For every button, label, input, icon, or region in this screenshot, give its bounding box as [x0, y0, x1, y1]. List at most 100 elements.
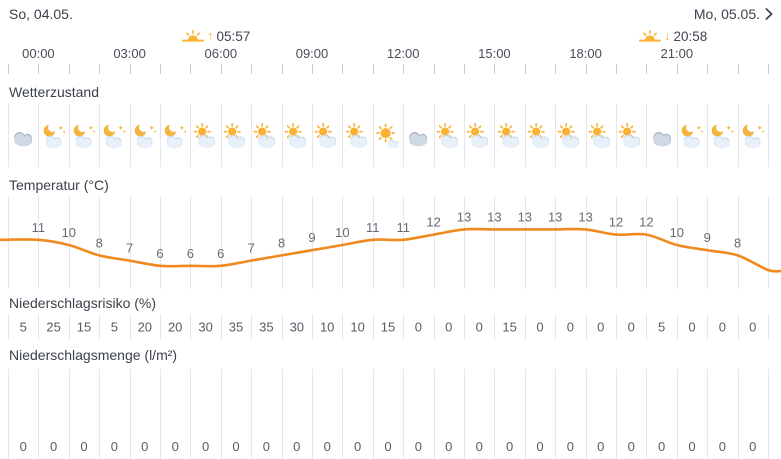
- gridline: [342, 104, 344, 167]
- gridline: [555, 314, 557, 340]
- gridline: [555, 104, 557, 167]
- gridline: [433, 369, 435, 459]
- gridline: [342, 369, 344, 459]
- temperature-chart: 11 10 8 7 6 6 6 7 8 9 10 11 11 12 13 13 13 13 13 12 12 10 9 8: [0, 196, 781, 289]
- hour-tick: [251, 64, 253, 74]
- sunrise-time-label: 05:57: [216, 28, 251, 44]
- gridline: [129, 196, 131, 289]
- gridline: [99, 196, 101, 289]
- gridline: [68, 104, 70, 167]
- gridline: [646, 196, 648, 289]
- gridline: [68, 369, 70, 459]
- temperature-value-label: 10: [670, 225, 684, 240]
- precipitation-risk-value: 0: [566, 319, 575, 335]
- gridline: [38, 314, 40, 340]
- partly-sunny-icon: [253, 122, 280, 149]
- next-day-button[interactable]: Mo, 05.05.: [694, 6, 773, 22]
- hour-tick: [555, 64, 557, 74]
- precipitation-risk-value: 0: [475, 319, 483, 335]
- precipitation-amount-value: 0: [171, 439, 179, 454]
- gridline: [737, 196, 739, 289]
- temperature-value-label: 10: [335, 225, 349, 240]
- precipitation-amount-value: 0: [353, 439, 362, 454]
- hour-tick: [768, 64, 769, 74]
- gridline: [220, 104, 222, 167]
- night-partly-cloudy-icon: [679, 122, 706, 149]
- gridline: [524, 314, 526, 340]
- gridline: [616, 314, 617, 340]
- gridline: [8, 369, 9, 459]
- gridline: [38, 369, 40, 459]
- gridline: [524, 104, 526, 167]
- night-partly-cloudy-icon: [101, 122, 128, 149]
- partly-sunny-icon: [496, 122, 523, 149]
- gridline: [616, 196, 617, 289]
- gridline: [403, 104, 405, 167]
- gridline: [676, 314, 678, 340]
- temperature-line: [0, 227, 781, 273]
- sunset-time-label: 20:58: [673, 28, 708, 44]
- precipitation-amount-value: 0: [566, 439, 575, 454]
- gridline: [676, 104, 678, 167]
- gridline: [8, 314, 9, 340]
- gridline: [403, 314, 405, 340]
- hour-tick: [585, 64, 587, 74]
- sunset-icon: [639, 29, 661, 42]
- precipitation-risk-value: 5: [657, 319, 666, 335]
- hour-tick: [38, 64, 40, 74]
- gridline: [220, 369, 222, 459]
- gridline: [585, 369, 587, 459]
- hour-tick: [129, 64, 131, 74]
- gridline: [646, 104, 648, 167]
- gridline: [676, 369, 678, 459]
- night-partly-cloudy-icon: [71, 122, 98, 149]
- partly-sunny-icon: [618, 122, 645, 149]
- gridline: [38, 104, 40, 167]
- precipitation-amount-value: 0: [293, 439, 301, 454]
- hour-tick: [464, 64, 465, 74]
- gridline: [99, 104, 101, 167]
- precipitation-amount-value: 0: [232, 439, 240, 454]
- gridline: [251, 314, 253, 340]
- hour-tick: [616, 64, 617, 74]
- partly-sunny-icon: [223, 122, 250, 149]
- gridline: [768, 314, 769, 340]
- precipitation-risk-value: 15: [380, 319, 396, 335]
- gridline: [524, 196, 526, 289]
- next-day-label[interactable]: Mo, 05.05.: [693, 6, 760, 22]
- cloudy-icon: [648, 122, 675, 149]
- gridline: [251, 196, 253, 289]
- night-partly-cloudy-icon: [739, 122, 766, 149]
- gridline: [251, 369, 253, 459]
- gridline: [312, 196, 313, 289]
- chevron-right-icon[interactable]: [765, 8, 773, 20]
- temperature-value-label: 7: [126, 241, 133, 256]
- gridline: [768, 196, 769, 289]
- partly-sunny-icon: [283, 122, 310, 149]
- hour-tick: [524, 64, 526, 74]
- arrow-down-icon: ↓: [664, 28, 671, 43]
- precipitation-amount-value: 0: [80, 439, 88, 454]
- gridline: [220, 196, 222, 289]
- gridline: [676, 196, 678, 289]
- gridline: [160, 314, 161, 340]
- gridline: [494, 314, 496, 340]
- precipitation-amount-value: 0: [262, 439, 271, 454]
- time-axis-label: 09:00: [295, 46, 329, 61]
- gridline: [433, 104, 435, 167]
- gridline: [129, 104, 131, 167]
- gridline: [494, 104, 496, 167]
- precipitation-risk-value: 0: [718, 319, 727, 335]
- time-axis-label: 18:00: [569, 46, 602, 61]
- precipitation-amount-value: 0: [536, 439, 544, 454]
- precipitation-risk-value: 20: [137, 319, 153, 335]
- hour-tick: [281, 64, 283, 74]
- gridline: [251, 104, 253, 167]
- gridline: [616, 104, 617, 167]
- precipitation-risk-value: 0: [597, 319, 605, 335]
- gridline: [737, 369, 739, 459]
- night-partly-cloudy-icon: [162, 122, 189, 149]
- gridline: [129, 369, 131, 459]
- partly-sunny-icon: [527, 122, 554, 149]
